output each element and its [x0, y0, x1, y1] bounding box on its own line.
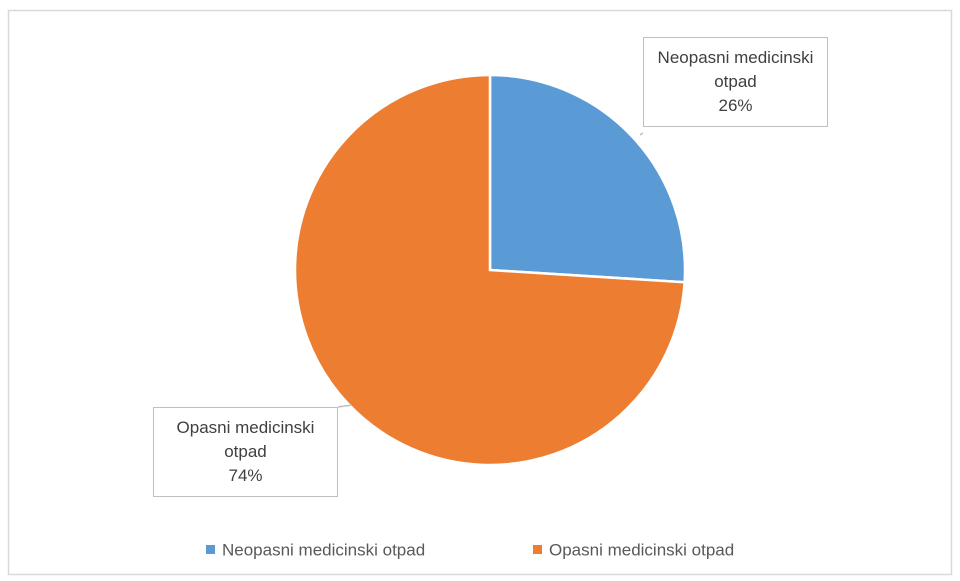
data-label-category: Opasni medicinski otpad: [176, 418, 315, 461]
callout-leader: [337, 404, 353, 408]
callout-leader: [639, 132, 644, 136]
data-label-value: 26%: [718, 96, 753, 115]
data-label: Opasni medicinski otpad 74%: [153, 407, 338, 497]
legend-label: Opasni medicinski otpad: [549, 540, 734, 559]
pie-slice: [488, 73, 687, 284]
data-label: Neopasni medicinski otpad 26%: [643, 37, 828, 127]
legend-label: Neopasni medicinski otpad: [222, 540, 425, 559]
legend-swatch: [533, 545, 542, 554]
data-label-category: Neopasni medicinski otpad: [657, 48, 814, 91]
data-label-value: 74%: [228, 466, 263, 485]
legend-swatch: [206, 545, 215, 554]
pie-slice: [293, 73, 686, 467]
